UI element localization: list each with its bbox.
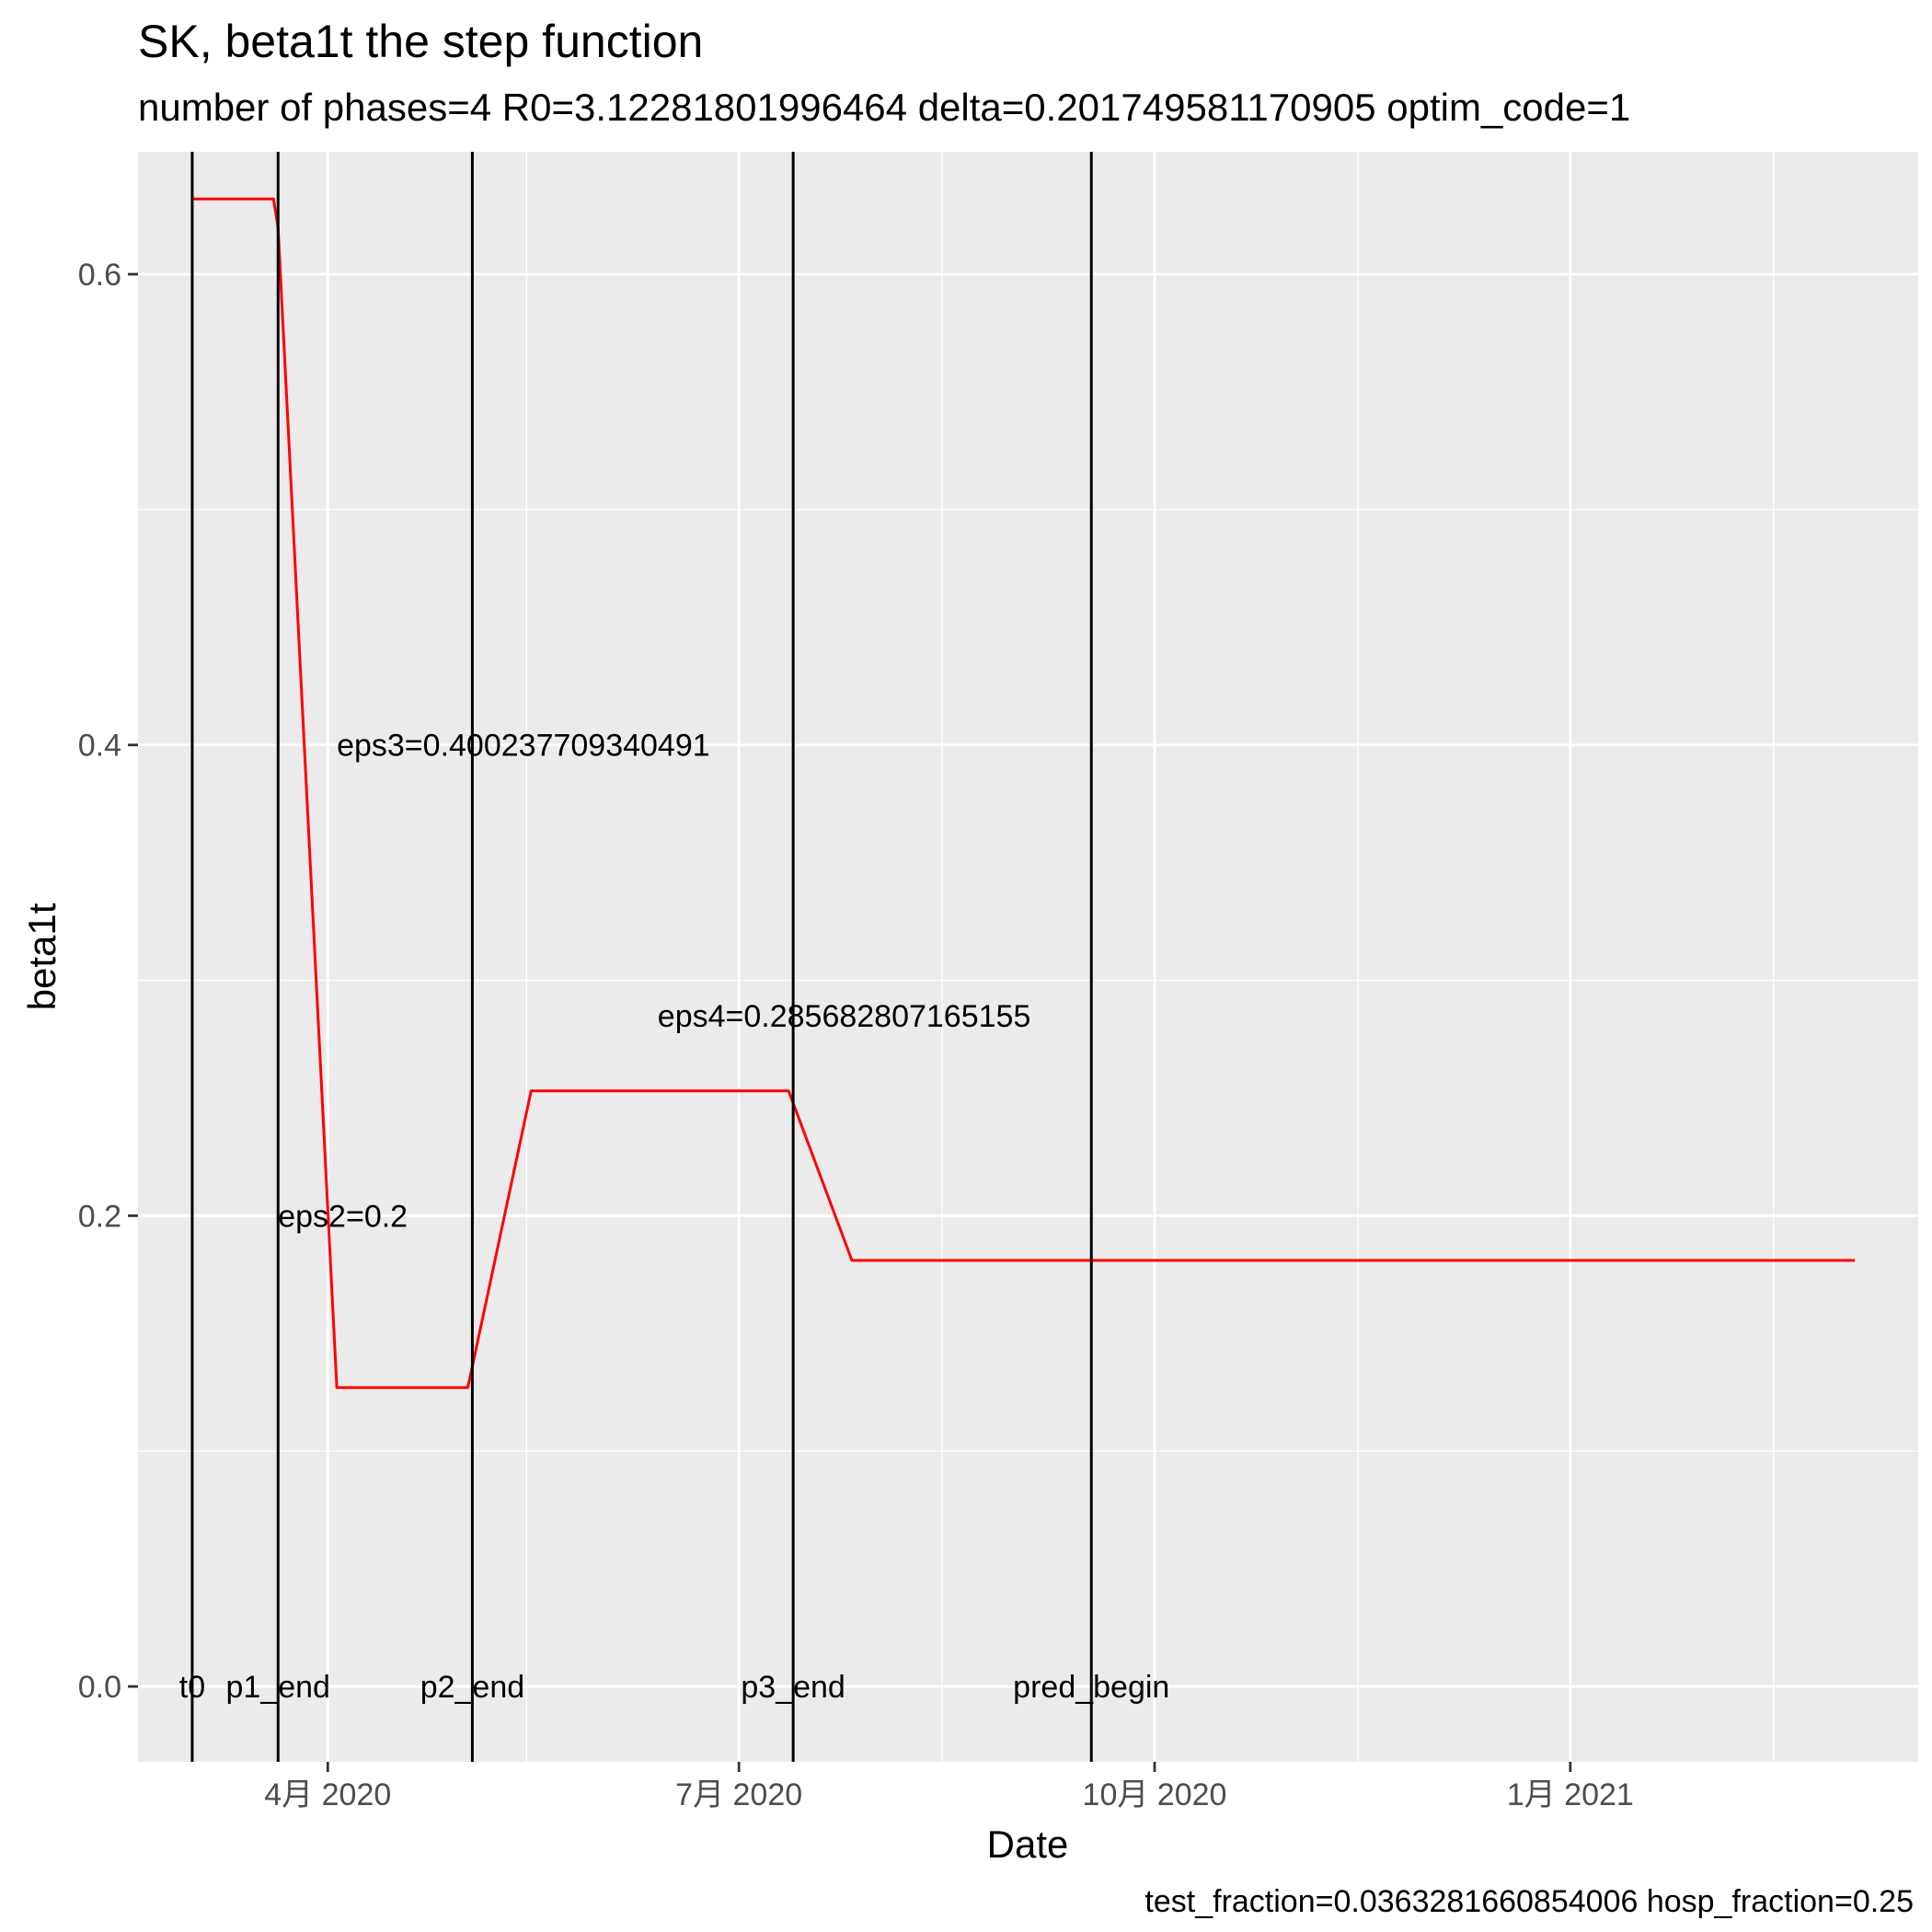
- annotation-layer: t0 p1_end p2_end p3_end pred_begin eps3=0.400…: [179, 729, 1170, 1705]
- x-tick-label: 10月 2020: [1083, 1777, 1227, 1812]
- x-tick-label: 4月 2020: [264, 1777, 391, 1812]
- chart-subtitle: number of phases=4 R0=3.12281801996464 d…: [138, 86, 1630, 129]
- y-tick-label: 0.4: [78, 729, 121, 764]
- series-line-1: [191, 197, 1856, 1389]
- y-tick-label: 0.0: [78, 1670, 121, 1705]
- y-axis-title: beta1t: [20, 903, 63, 1010]
- y-tick-label: 0.2: [78, 1199, 121, 1234]
- grid-layer: [119, 152, 1918, 1762]
- eps-annotation: eps3=0.400237709340491: [337, 729, 710, 764]
- chart-title: SK, beta1t the step function: [138, 16, 703, 67]
- y-tick-label: 0.6: [78, 258, 121, 293]
- chart-caption: test_fraction=0.0363281660854006 hosp_fr…: [1144, 1884, 1914, 1919]
- plot-panel: [138, 152, 1918, 1762]
- eps-annotation: eps2=0.2: [278, 1199, 408, 1234]
- vline-label-pred-begin: pred_begin: [1013, 1670, 1169, 1705]
- vline-label-p2-end: p2_end: [420, 1670, 524, 1705]
- eps-annotation: eps4=0.285682807165155: [658, 999, 1031, 1034]
- x-tick-label: 1月 2021: [1507, 1777, 1634, 1812]
- vline-label-t0: t0: [179, 1670, 205, 1705]
- vline-label-p1-end: p1_end: [226, 1670, 330, 1705]
- x-tick-label: 7月 2020: [675, 1777, 802, 1812]
- vline-layer: [190, 152, 1093, 1762]
- axis-layer: 0.0 0.2 0.4 0.6 4月 2020 7月 2020 10月 2020 1月 202…: [78, 258, 1634, 1812]
- vline-label-p3-end: p3_end: [741, 1670, 845, 1705]
- x-axis-title: Date: [987, 1823, 1069, 1866]
- data-layer: [191, 197, 1856, 1389]
